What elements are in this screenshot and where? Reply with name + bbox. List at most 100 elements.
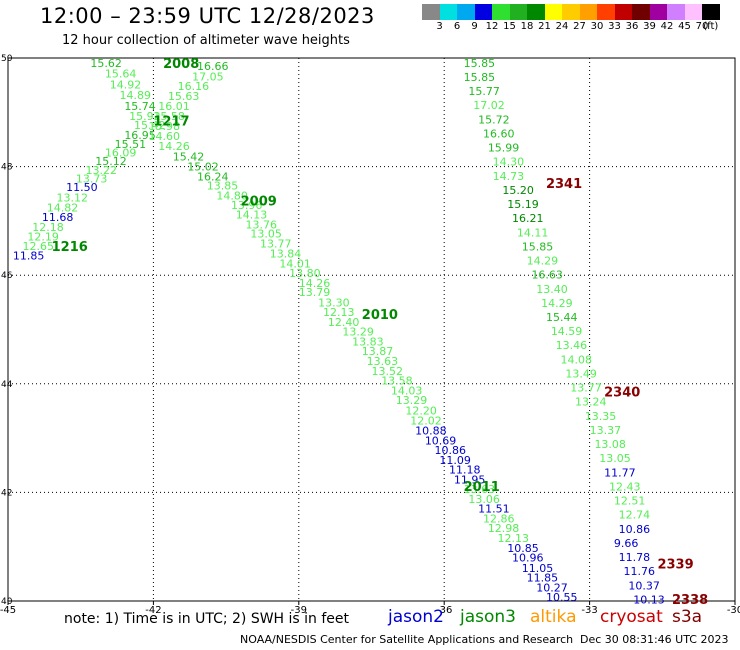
wave-height-point: 16.16	[178, 80, 210, 93]
y-tick-label: 50	[1, 54, 13, 64]
wave-height-point: 15.19	[507, 198, 539, 211]
wave-height-point: 15.58	[153, 110, 185, 123]
color-swatch	[544, 4, 562, 20]
page-title: 12:00 – 23:59 UTC 12/28/2023	[40, 4, 375, 28]
wave-height-point: 17.05	[192, 70, 224, 83]
wave-height-point: 16.60	[483, 127, 515, 140]
wave-height-point: 11.76	[624, 565, 656, 578]
color-scale-tick-label: 18	[520, 21, 534, 32]
color-swatch	[632, 4, 650, 20]
color-scale-tick-label: 3	[436, 21, 443, 32]
wave-height-point: 13.35	[585, 410, 617, 423]
wave-height-point: 11.18	[449, 464, 481, 477]
wave-height-point: 14.82	[47, 201, 78, 214]
wave-height-point: 15.62	[90, 57, 122, 70]
wave-height-point: 10.86	[619, 523, 651, 536]
color-swatch	[457, 4, 475, 20]
wave-height-point: 15.98	[149, 120, 181, 133]
wave-height-point: 10.13	[633, 593, 665, 606]
color-scale-tick-label: 42	[660, 21, 674, 32]
x-tick-label: -42	[145, 605, 161, 616]
wave-height-point: 12.20	[405, 404, 437, 417]
color-swatch	[527, 4, 545, 20]
satellite-altika-label: altika	[530, 607, 577, 627]
wave-height-point: 12.43	[609, 480, 641, 493]
wave-height-point: 13.79	[299, 286, 331, 299]
wave-height-point: 13.29	[396, 394, 428, 407]
wave-height-point: 13.49	[565, 367, 597, 380]
wave-height-point: 13.77	[570, 382, 602, 395]
wave-height-point: 12.13	[323, 306, 355, 319]
wave-height-point: 15.02	[187, 161, 219, 174]
wave-height-point: 13.84	[270, 247, 302, 260]
wave-height-point: 11.50	[66, 181, 98, 194]
wave-height-point: 12.02	[410, 415, 442, 428]
wave-height-point: 14.26	[158, 140, 190, 153]
wave-height-point: 15.63	[168, 90, 200, 103]
wave-height-point: 16.09	[105, 146, 137, 159]
color-scale-tick-label: 15	[503, 21, 516, 32]
satellite-cryosat-label: cryosat	[600, 607, 663, 627]
wave-height-point: 14.01	[279, 257, 311, 270]
y-tick-label: 44	[1, 380, 13, 390]
x-tick-label: -36	[436, 605, 452, 616]
track-id-label: 2010	[362, 308, 398, 323]
wave-height-point: 16.63	[531, 269, 563, 282]
wave-height-point: 11.09	[439, 454, 471, 467]
wave-height-point: 13.24	[575, 396, 607, 409]
wave-height-point: 11.95	[454, 473, 486, 486]
color-scale-tick-label: 30	[590, 21, 604, 32]
wave-height-point: 16.21	[512, 212, 544, 225]
color-scale-tick-label: 36	[625, 21, 639, 32]
color-swatch	[597, 4, 615, 20]
wave-height-point: 16.66	[197, 60, 229, 73]
wave-height-point: 12.74	[619, 509, 651, 522]
wave-height-point: 10.88	[415, 424, 447, 437]
wave-height-point: 14.30	[493, 156, 524, 169]
wave-height-point: 13.12	[56, 192, 88, 205]
y-tick-label: 42	[1, 488, 12, 498]
wave-height-point: 15.85	[464, 57, 496, 70]
wave-height-point: 12.86	[483, 512, 515, 525]
color-scale-tick-label: 33	[608, 21, 621, 32]
color-swatch	[439, 4, 457, 20]
x-tick-label: -30	[727, 605, 740, 616]
track-id-label: 2341	[546, 177, 582, 192]
x-tick-label: -33	[581, 605, 597, 616]
wave-height-point: 10.96	[512, 552, 544, 565]
wave-height-point: 15.12	[95, 155, 127, 168]
wave-height-point: 13.63	[464, 483, 496, 496]
y-tick-label: 40	[1, 597, 13, 607]
wave-height-point: 15.42	[134, 119, 166, 132]
wave-height-point: 15.42	[173, 150, 205, 163]
y-tick-label: 46	[1, 271, 13, 281]
wave-height-point: 15.85	[522, 240, 554, 253]
wave-height-point: 14.26	[299, 277, 331, 290]
wave-height-point: 13.37	[590, 424, 622, 437]
page-subtitle: 12 hour collection of altimeter wave hei…	[62, 33, 350, 48]
track-id-label: 2009	[241, 194, 277, 209]
wave-height-point: 11.51	[478, 503, 510, 516]
wave-height-point: 12.18	[32, 221, 64, 234]
track-id-label: 2338	[672, 593, 708, 608]
wave-height-point: 15.85	[464, 71, 496, 84]
wave-height-point: 12.13	[498, 532, 529, 545]
wave-height-point: 14.11	[517, 226, 549, 239]
wave-height-point: 11.77	[604, 466, 636, 479]
wave-height-point: 13.83	[352, 335, 384, 348]
wave-height-point: 15.20	[502, 184, 534, 197]
wave-height-point: 13.30	[318, 296, 350, 309]
wave-height-point: 13.73	[76, 173, 108, 186]
plot-frame	[7, 57, 736, 602]
wave-height-point: 16.24	[197, 170, 229, 183]
wave-height-point: 14.73	[493, 170, 524, 183]
color-scale-tick-label: 70	[695, 21, 709, 32]
wave-height-point: 14.60	[149, 130, 181, 143]
wave-height-point: 12.51	[614, 495, 646, 508]
wave-height-point: 14.80	[216, 189, 248, 202]
wave-height-point: 9.66	[614, 537, 639, 550]
wave-height-point: 13.96	[231, 199, 262, 212]
wave-height-point: 13.29	[342, 326, 374, 339]
wave-height-point: 14.92	[110, 79, 142, 92]
wave-height-point: 12.98	[488, 522, 520, 535]
